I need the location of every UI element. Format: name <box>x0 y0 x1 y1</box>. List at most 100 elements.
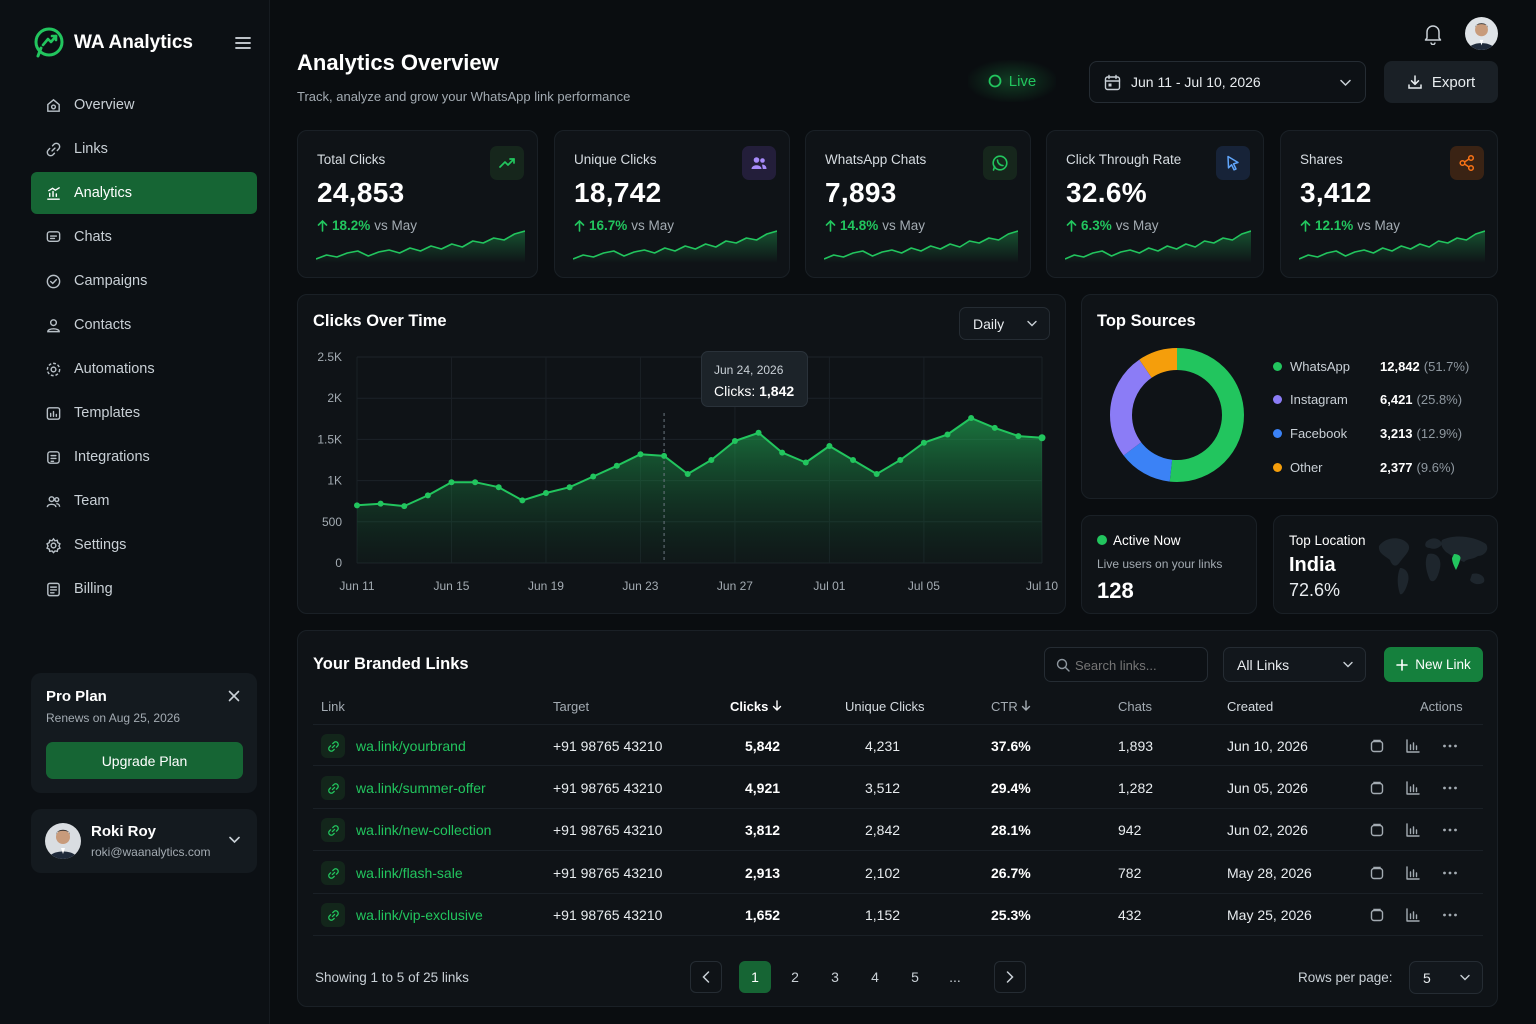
data-point[interactable] <box>920 439 927 446</box>
stats-icon[interactable] <box>1404 864 1422 882</box>
data-point[interactable] <box>850 457 857 463</box>
data-point[interactable] <box>472 479 479 486</box>
sidebar-item-chats[interactable]: Chats <box>31 216 257 258</box>
data-point[interactable] <box>542 489 549 496</box>
upgrade-plan-button[interactable]: Upgrade Plan <box>46 742 243 779</box>
data-point[interactable] <box>519 497 526 504</box>
data-point[interactable] <box>944 431 951 438</box>
period-select[interactable]: Daily <box>959 307 1050 340</box>
more-options-icon[interactable] <box>1441 906 1459 924</box>
data-point[interactable] <box>495 484 502 491</box>
link-url[interactable]: wa.link/yourbrand <box>356 738 466 754</box>
close-icon[interactable] <box>228 690 240 702</box>
sidebar-item-campaigns[interactable]: Campaigns <box>31 260 257 302</box>
data-point[interactable] <box>802 459 809 466</box>
more-options-icon[interactable] <box>1441 864 1459 882</box>
table-row[interactable]: wa.link/yourbrand +91 98765 43210 5,842 4,2… <box>313 724 1483 766</box>
col-header-clicks[interactable]: Clicks <box>730 699 782 714</box>
link-url[interactable]: wa.link/summer-offer <box>356 780 486 796</box>
brand[interactable]: WA Analytics <box>32 26 193 60</box>
sidebar-item-contacts[interactable]: Contacts <box>31 304 257 346</box>
stats-icon[interactable] <box>1404 821 1422 839</box>
table-row[interactable]: wa.link/summer-offer +91 98765 43210 4,921… <box>313 767 1483 809</box>
sidebar-item-team[interactable]: Team <box>31 480 257 522</box>
copy-icon[interactable] <box>1368 779 1386 797</box>
kpi-card[interactable]: WhatsApp Chats 7,893 14.8% vs May <box>805 130 1031 278</box>
new-link-button[interactable]: New Link <box>1384 647 1483 682</box>
link-url[interactable]: wa.link/flash-sale <box>356 865 463 881</box>
data-point[interactable] <box>779 449 786 456</box>
prev-page-button[interactable] <box>690 961 722 993</box>
header-avatar[interactable] <box>1465 17 1498 50</box>
page-button-3[interactable]: 3 <box>831 969 839 985</box>
table-row[interactable]: wa.link/vip-exclusive +91 98765 43210 1,65… <box>313 894 1483 936</box>
link-url[interactable]: wa.link/new-collection <box>356 822 492 838</box>
sidebar-item-overview[interactable]: Overview <box>31 84 257 126</box>
page-button-1[interactable]: 1 <box>739 961 771 993</box>
kpi-card[interactable]: Unique Clicks 18,742 16.7% vs May <box>554 130 790 278</box>
stats-icon[interactable] <box>1404 906 1422 924</box>
clicks-line-chart[interactable]: 0 500 1K 1.5K 2K 2.5K Jun 11 Jun 15 Jun 19 Jun 23… <box>298 295 1067 615</box>
data-point[interactable] <box>637 451 644 458</box>
sidebar-item-billing[interactable]: Billing <box>31 568 257 610</box>
more-options-icon[interactable] <box>1441 821 1459 839</box>
col-header-ctr[interactable]: CTR <box>991 699 1031 714</box>
kpi-card[interactable]: Total Clicks 24,853 18.2% vs May <box>297 130 538 278</box>
more-options-icon[interactable] <box>1441 779 1459 797</box>
data-point[interactable] <box>377 500 384 507</box>
data-point[interactable] <box>566 484 573 491</box>
sidebar-item-analytics[interactable]: Analytics <box>31 172 257 214</box>
data-point[interactable] <box>873 471 880 478</box>
data-point[interactable] <box>448 479 455 486</box>
date-range-picker[interactable]: Jun 11 - Jul 10, 2026 <box>1089 61 1366 103</box>
stats-icon[interactable] <box>1404 737 1422 755</box>
data-point[interactable] <box>684 471 691 478</box>
sidebar-item-links[interactable]: Links <box>31 128 257 170</box>
kpi-card[interactable]: Shares 3,412 12.1% vs May <box>1280 130 1498 278</box>
search-input[interactable] <box>1075 655 1201 675</box>
data-point[interactable] <box>590 473 597 480</box>
data-point[interactable] <box>826 442 833 449</box>
data-point[interactable] <box>1015 433 1022 440</box>
next-page-button[interactable] <box>994 961 1026 993</box>
data-point[interactable] <box>897 457 904 463</box>
data-point[interactable] <box>401 503 408 510</box>
data-point[interactable] <box>1038 434 1046 442</box>
more-options-icon[interactable] <box>1441 737 1459 755</box>
hamburger-menu-icon[interactable] <box>234 34 252 52</box>
bell-icon[interactable] <box>1423 23 1443 45</box>
live-indicator[interactable]: Live <box>968 60 1056 102</box>
chevron-down-icon[interactable] <box>229 836 240 844</box>
copy-icon[interactable] <box>1368 821 1386 839</box>
page-button-5[interactable]: 5 <box>911 969 919 985</box>
table-row[interactable]: wa.link/new-collection +91 98765 43210 3,8… <box>313 809 1483 851</box>
copy-icon[interactable] <box>1368 737 1386 755</box>
data-point[interactable] <box>968 414 975 421</box>
table-row[interactable]: wa.link/flash-sale +91 98765 43210 2,913 2,… <box>313 852 1483 894</box>
copy-icon[interactable] <box>1368 864 1386 882</box>
stats-icon[interactable] <box>1404 779 1422 797</box>
data-point[interactable] <box>661 452 668 459</box>
page-button-4[interactable]: 4 <box>871 969 879 985</box>
data-point[interactable] <box>708 457 715 463</box>
search-links-field[interactable] <box>1044 647 1208 682</box>
user-card[interactable]: Roki Roy roki@waanalytics.com <box>31 809 257 873</box>
data-point[interactable] <box>991 424 998 431</box>
sidebar-item-settings[interactable]: Settings <box>31 524 257 566</box>
data-point[interactable] <box>424 492 431 499</box>
data-point[interactable] <box>613 462 620 469</box>
page-button-2[interactable]: 2 <box>791 969 799 985</box>
donut-slice-other[interactable] <box>1110 348 1244 482</box>
sidebar-item-templates[interactable]: Templates <box>31 392 257 434</box>
export-button[interactable]: Export <box>1384 61 1498 103</box>
sidebar-item-automations[interactable]: Automations <box>31 348 257 390</box>
data-point[interactable] <box>755 429 762 436</box>
rows-per-page-select[interactable]: 5 <box>1409 961 1483 994</box>
data-point[interactable] <box>354 502 360 509</box>
sidebar-item-integrations[interactable]: Integrations <box>31 436 257 478</box>
sources-donut-chart[interactable] <box>1107 345 1247 485</box>
data-point[interactable] <box>731 438 738 445</box>
donut-slice-instagram[interactable] <box>1110 348 1244 482</box>
copy-icon[interactable] <box>1368 906 1386 924</box>
kpi-card[interactable]: Click Through Rate 32.6% 6.3% vs May <box>1046 130 1264 278</box>
